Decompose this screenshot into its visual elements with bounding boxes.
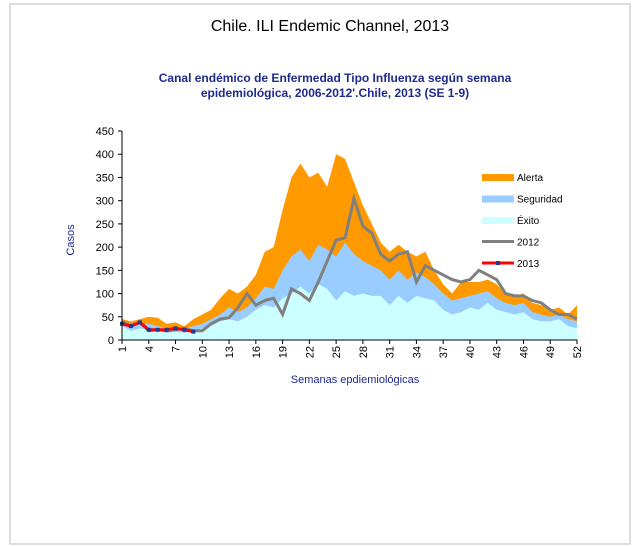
marker [155,327,160,332]
x-tick-label: 19 [278,346,290,358]
legend-marker [496,261,500,265]
y-tick-label: 0 [108,335,114,347]
y-axis-label: Casos [65,224,77,256]
x-tick-label: 7 [171,346,183,352]
y-tick-label: 350 [96,172,114,184]
legend-label: 2013 [517,259,540,270]
y-tick-label: 450 [96,126,114,138]
x-tick-label: 52 [572,346,584,358]
chart-title: Chile. ILI Endemic Channel, 2013 [211,18,449,35]
x-tick-label: 46 [518,346,530,358]
legend-swatch [482,195,514,203]
marker [146,327,151,332]
x-tick-label: 28 [358,346,370,358]
x-tick-label: 22 [304,346,316,358]
area [122,154,577,340]
x-tick-label: 25 [331,346,343,358]
x-tick-label: 43 [492,346,504,358]
chart-subtitle: Canal endémico de Enfermedad Tipo Influe… [159,71,512,85]
legend-label: Éxito [517,214,540,227]
marker [173,326,178,331]
marker [191,329,196,334]
x-tick-label: 37 [438,346,450,358]
x-tick-label: 40 [465,346,477,358]
x-tick-label: 49 [545,346,557,358]
line [121,192,578,333]
legend-swatch [482,174,514,181]
x-tick-label: 16 [251,346,263,358]
x-tick-label: 13 [224,346,236,358]
area [122,284,577,340]
y-tick-label: 200 [96,242,114,254]
y-tick-label: 300 [96,196,114,208]
marker [182,327,187,332]
x-axis-label: Semanas epdiemiológicas [291,374,420,386]
legend-label: Seguridad [517,195,563,206]
legend-label: 2012 [517,238,540,249]
x-tick-label: 10 [197,346,209,358]
y-tick-label: 250 [96,219,114,231]
x-tick-label: 4 [144,346,156,352]
y-tick-label: 50 [102,312,114,324]
marker [137,320,142,325]
x-tick-label: 34 [411,346,423,358]
marker [128,324,133,329]
legend-swatch [482,217,514,224]
x-tick-label: 31 [385,346,397,358]
y-tick-label: 100 [96,289,114,301]
y-tick-label: 150 [96,265,114,277]
x-tick-label: 1 [117,346,129,352]
y-tick-label: 400 [96,149,114,161]
legend-label: Alerta [517,173,544,184]
marker [164,327,169,332]
chart-subtitle: epidemiológica, 2006-2012'.Chile, 2013 (… [201,86,469,100]
